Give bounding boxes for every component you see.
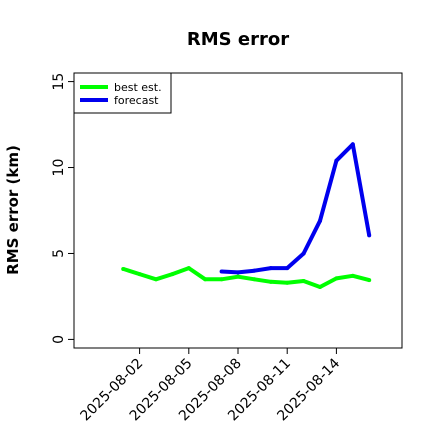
y-tick-label: 10 [51,159,67,177]
series-0-point [318,284,322,289]
series-1-point [252,268,257,273]
series-0-point [170,272,175,277]
series-0-point [236,274,240,279]
series-0-point [186,266,191,271]
series-1-point [236,270,240,275]
x-axis: 2025-08-022025-08-052025-08-082025-08-11… [78,348,343,424]
series-0-point [350,273,355,278]
series-1-point [334,158,339,163]
series-1-point [367,233,372,238]
legend: best est.forecast [73,72,172,114]
y-axis: 0 5 10 15 [51,73,74,344]
y-tick-label: 5 [51,249,67,258]
series-layer [121,142,372,289]
series-0-point [121,266,126,271]
series-0-point [367,278,372,283]
series-1-point [285,266,290,271]
series-0-point [203,277,208,282]
series-0-point [154,277,158,282]
series-1-point [268,266,273,271]
series-1-point [219,269,224,274]
series-line-0 [122,266,370,289]
series-0-point [285,280,290,285]
chart-title: RMS error [187,29,289,50]
y-tick-label: 0 [51,335,67,344]
series-1-point [350,142,355,147]
series-0-point [334,276,339,281]
legend-label-0: best est. [114,81,162,94]
series-1-point [301,251,306,256]
series-line-1 [221,142,372,275]
series-1-point [318,218,322,223]
series-0-point [268,279,273,284]
y-tick-label: 15 [51,73,67,91]
series-0-point [252,277,257,282]
series-0-point [301,278,306,283]
y-axis-label: RMS error (km) [4,145,22,275]
legend-label-1: forecast [114,94,159,107]
plot-area-frame [73,72,403,349]
legend-box [73,72,172,114]
series-0-point [137,272,142,277]
series-0-point [219,277,224,282]
